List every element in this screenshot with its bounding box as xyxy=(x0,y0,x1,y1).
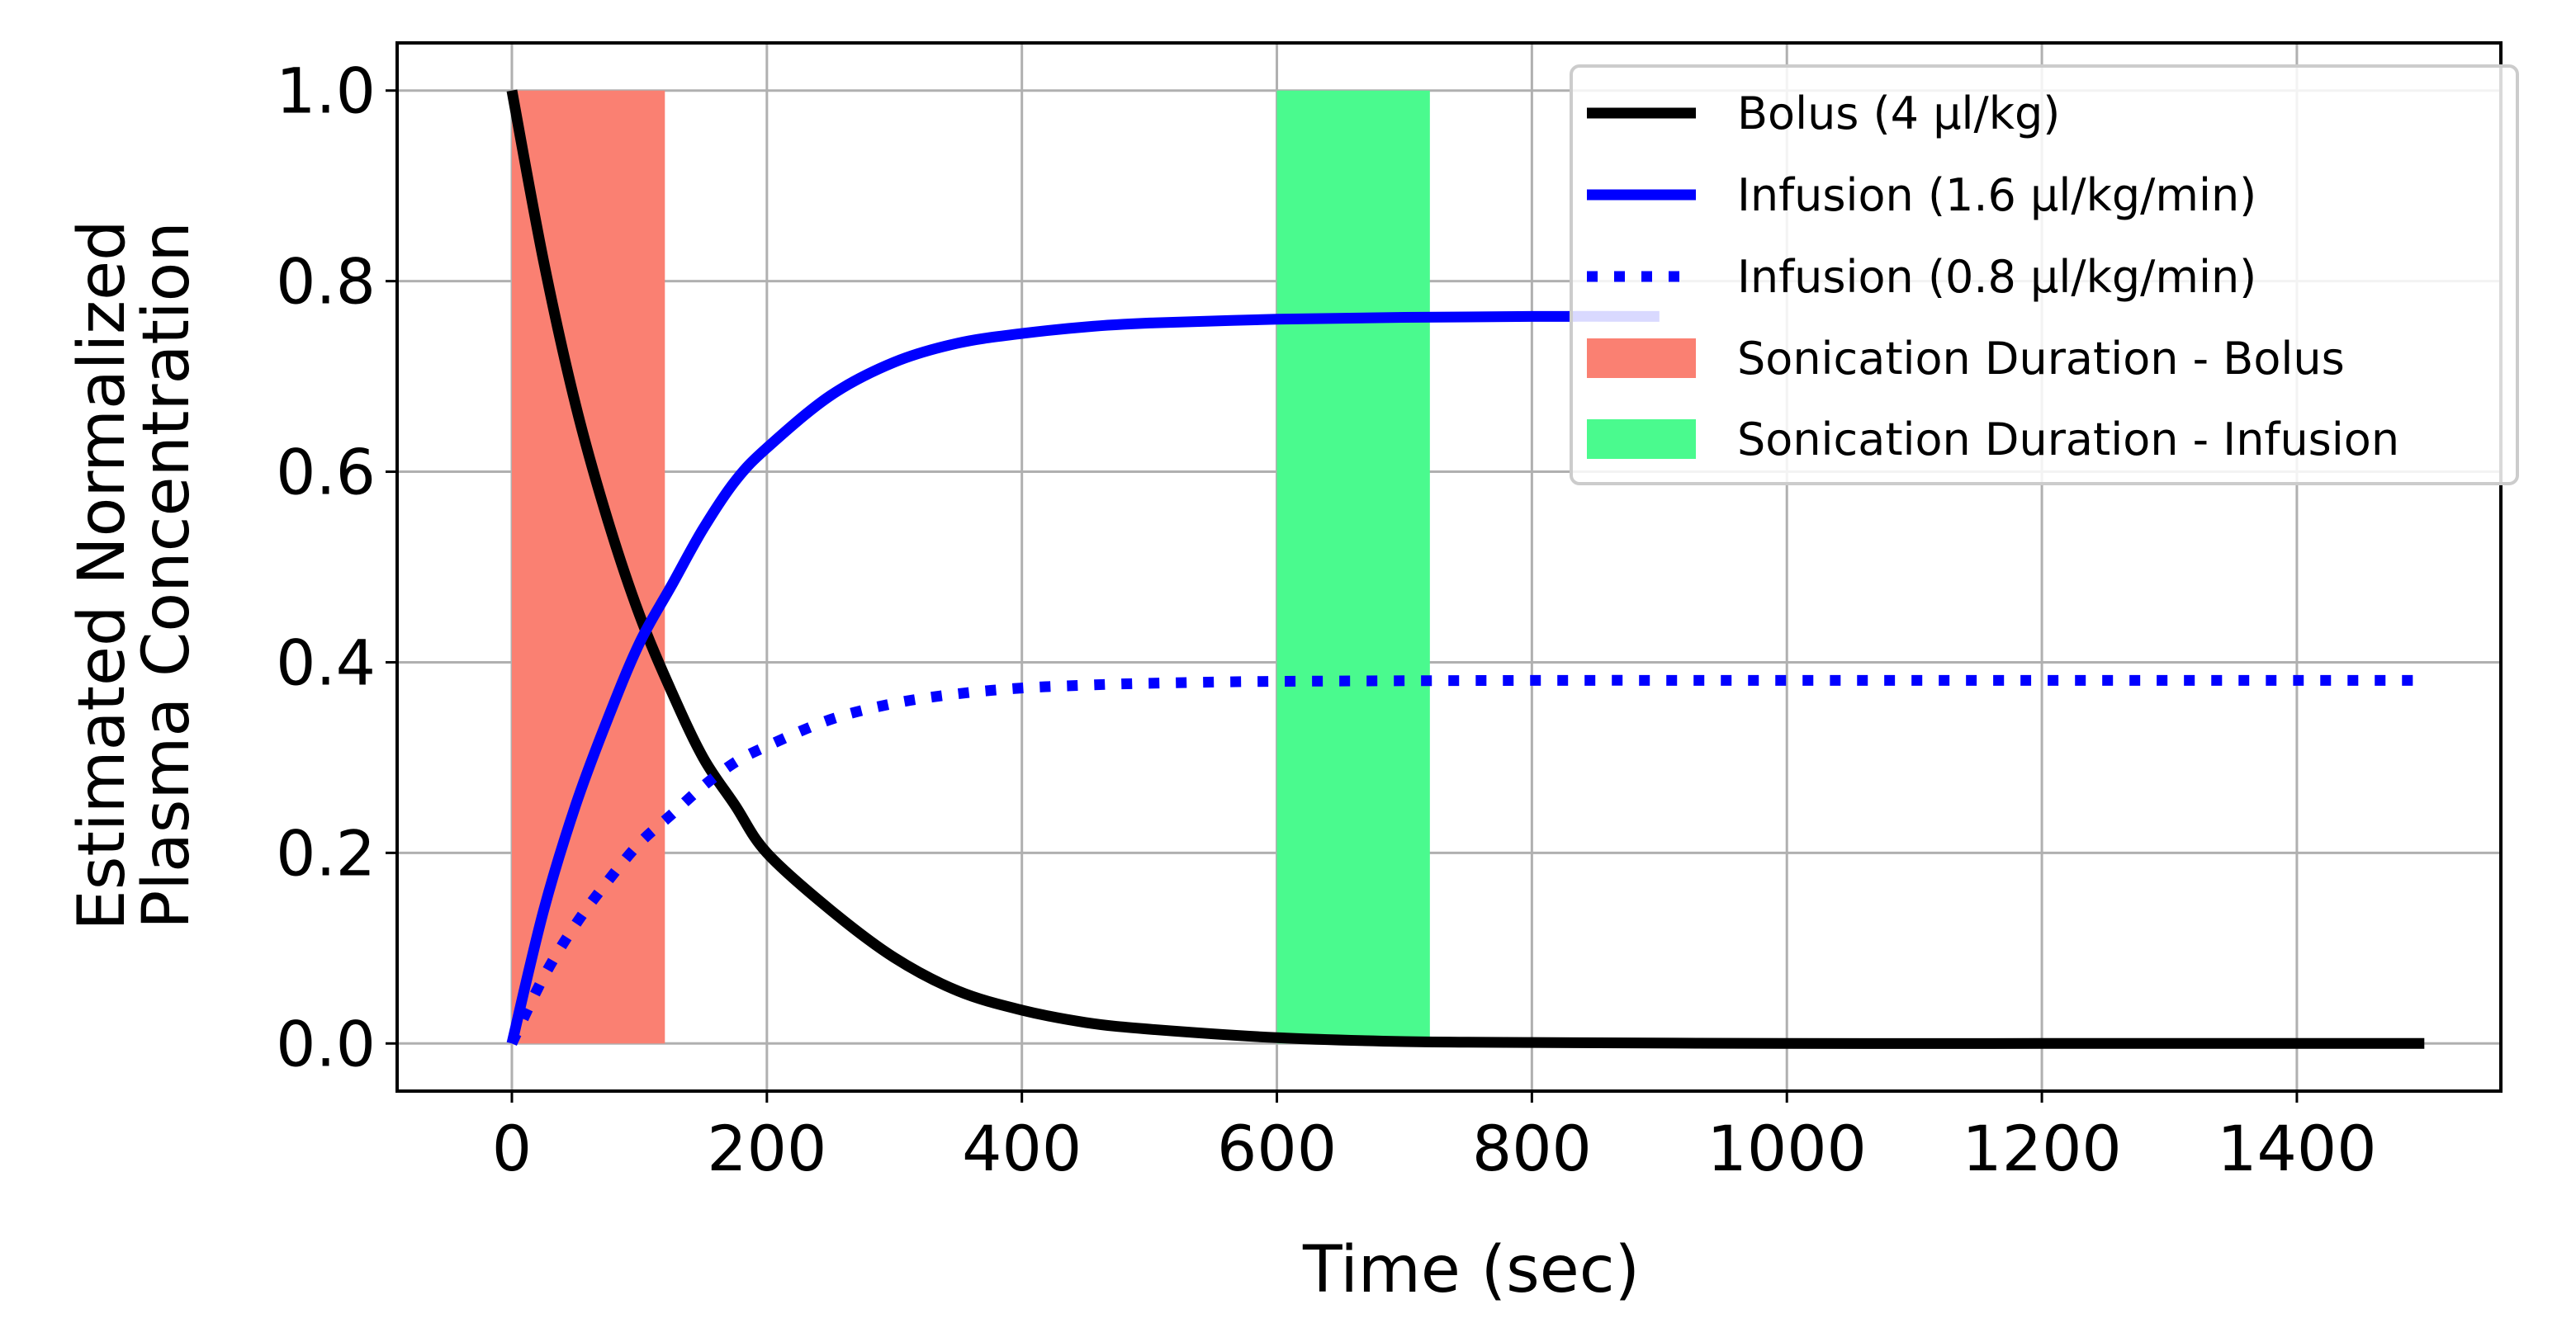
y-tick-label: 1.0 xyxy=(276,54,376,128)
x-tick-label: 1200 xyxy=(1962,1112,2121,1185)
x-tick-label: 0 xyxy=(492,1112,532,1185)
x-tick-label: 600 xyxy=(1217,1112,1337,1185)
y-tick-label: 0.4 xyxy=(276,626,376,699)
y-tick-label: 0.2 xyxy=(276,816,376,890)
x-tick-label: 400 xyxy=(962,1112,1082,1185)
y-axis-label-line-1: Estimated Normalized xyxy=(65,220,140,930)
y-tick-label: 0.6 xyxy=(276,436,376,509)
legend-infusion-high-label: Infusion (1.6 µl/kg/min) xyxy=(1737,169,2256,221)
x-tick-label: 1000 xyxy=(1707,1112,1867,1185)
sonication-spans xyxy=(511,90,1430,1044)
y-axis-label-line-2: Plasma Concentration xyxy=(130,221,204,929)
x-tick-label: 200 xyxy=(707,1112,826,1185)
legend-infusion-low-label: Infusion (0.8 µl/kg/min) xyxy=(1737,251,2256,303)
sonication-infusion-span xyxy=(1276,90,1430,1044)
x-axis-ticks: 0 200 400 600 800 1000 1200 1400 xyxy=(492,1091,2377,1185)
infusion-high-line xyxy=(506,310,1660,1045)
infusion-low-line xyxy=(507,674,2425,1047)
y-tick-label: 0.0 xyxy=(276,1007,376,1080)
bolus-line xyxy=(506,89,2425,1049)
legend-sonication-infusion-swatch xyxy=(1587,419,1696,459)
legend-sonication-bolus-swatch xyxy=(1587,338,1696,378)
legend-box xyxy=(1570,64,2519,485)
data-series xyxy=(506,89,2425,1049)
legend-bolus-label: Bolus (4 µl/kg) xyxy=(1737,87,2060,139)
legend-sonication-bolus-label: Sonication Duration - Bolus xyxy=(1737,333,2345,385)
x-axis-label: Time (sec) xyxy=(1302,1233,1640,1307)
legend-sonication-infusion-label: Sonication Duration - Infusion xyxy=(1737,413,2399,465)
legend: Bolus (4 µl/kg) Infusion (1.6 µl/kg/min)… xyxy=(1570,64,2519,485)
y-tick-label: 0.8 xyxy=(276,245,376,319)
x-tick-label: 800 xyxy=(1472,1112,1592,1185)
plot-frame xyxy=(395,41,2503,1093)
y-axis-ticks: 0.0 0.2 0.4 0.6 0.8 1.0 xyxy=(276,54,397,1080)
x-tick-label: 1400 xyxy=(2217,1112,2376,1185)
